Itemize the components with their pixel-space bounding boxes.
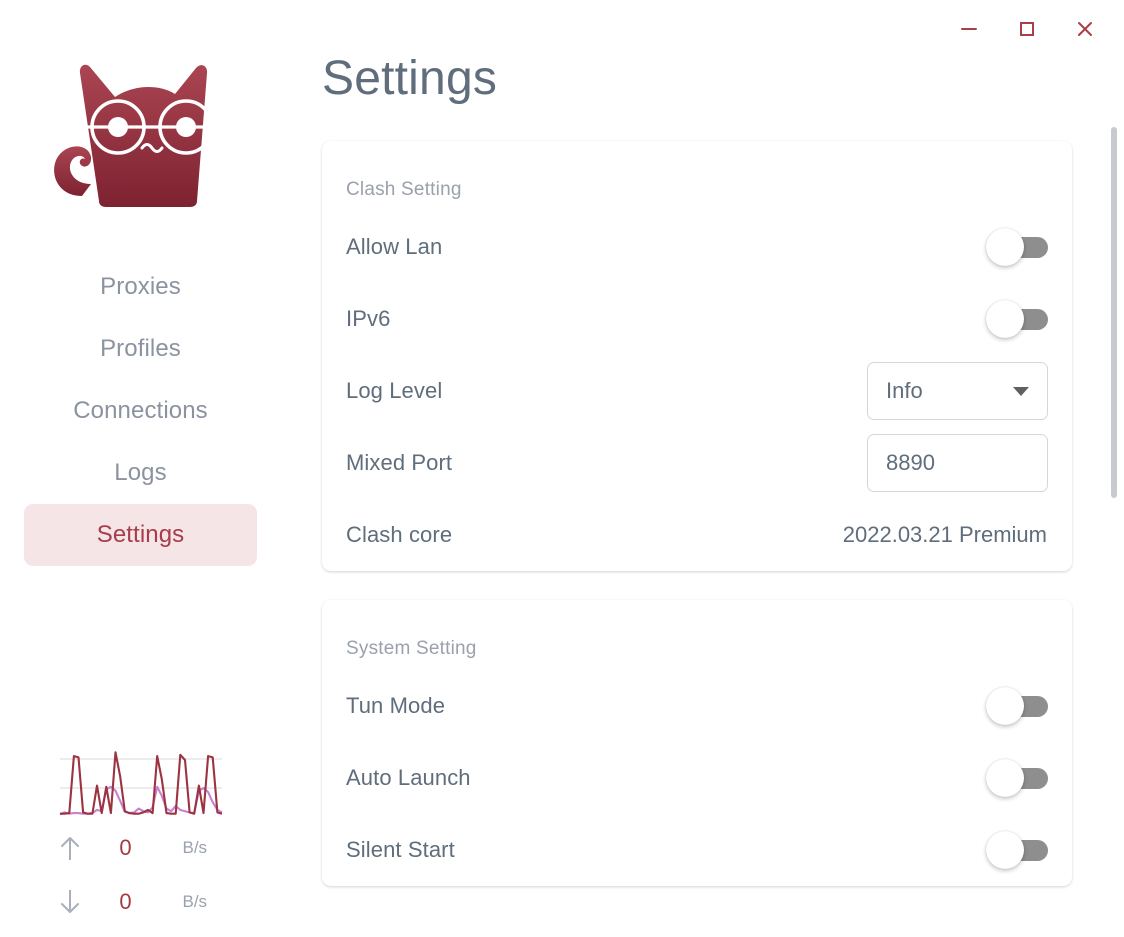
- upload-speed-unit: B/s: [182, 838, 208, 857]
- card-title: System Setting: [346, 638, 477, 659]
- setting-label: Silent Start: [346, 837, 455, 862]
- sidebar-item-label: Settings: [96, 521, 185, 548]
- setting-row-silent-start: Silent Start: [346, 814, 1048, 886]
- sidebar-item-logs[interactable]: Logs: [24, 442, 257, 504]
- setting-row-ipv6: IPv6: [346, 283, 1048, 355]
- settings-cards: Clash Setting Allow Lan IPv6: [322, 141, 1124, 886]
- close-button[interactable]: [1056, 9, 1114, 49]
- vertical-scrollbar-thumb[interactable]: [1111, 127, 1117, 498]
- setting-label: Log Level: [346, 378, 443, 403]
- main-content: Settings Clash Setting Allow Lan IPv6: [281, 0, 1124, 937]
- setting-row-allow-lan: Allow Lan: [346, 211, 1048, 283]
- upload-stat-row: 0 B/s: [51, 821, 231, 875]
- sidebar: Proxies Profiles Connections Logs Settin…: [0, 0, 281, 937]
- sidebar-item-profiles[interactable]: Profiles: [24, 318, 257, 380]
- auto-launch-toggle[interactable]: [986, 759, 1048, 797]
- setting-label: Allow Lan: [346, 234, 443, 259]
- cat-logo-icon: [36, 21, 246, 226]
- sidebar-item-label: Profiles: [100, 335, 181, 362]
- allow-lan-toggle[interactable]: [986, 228, 1048, 266]
- setting-row-auto-launch: Auto Launch: [346, 742, 1048, 814]
- sidebar-item-label: Connections: [73, 397, 208, 424]
- setting-label: Auto Launch: [346, 765, 471, 790]
- sidebar-nav: Proxies Profiles Connections Logs Settin…: [24, 256, 257, 566]
- ipv6-toggle[interactable]: [986, 300, 1048, 338]
- setting-row-log-level: Log Level Info: [346, 355, 1048, 427]
- toggle-knob: [986, 759, 1024, 797]
- close-icon: [1073, 17, 1097, 41]
- toggle-knob: [986, 687, 1024, 725]
- toggle-knob: [986, 300, 1024, 338]
- toggle-knob: [986, 831, 1024, 869]
- download-stat-row: 0 B/s: [51, 875, 231, 929]
- sidebar-item-connections[interactable]: Connections: [24, 380, 257, 442]
- titlebar: [0, 0, 1124, 58]
- sidebar-item-proxies[interactable]: Proxies: [24, 256, 257, 318]
- log-level-select[interactable]: Info: [867, 362, 1048, 420]
- arrow-up-icon: [53, 833, 87, 863]
- tun-mode-toggle[interactable]: [986, 687, 1048, 725]
- setting-label: Mixed Port: [346, 450, 453, 475]
- download-speed-value: 0: [119, 889, 132, 914]
- upload-speed-value: 0: [119, 835, 132, 860]
- maximize-button[interactable]: [998, 9, 1056, 49]
- system-setting-card: System Setting Tun Mode Auto Launch: [322, 600, 1072, 886]
- setting-row-mixed-port: Mixed Port: [346, 427, 1048, 499]
- window-controls: [940, 9, 1114, 49]
- setting-label: Tun Mode: [346, 693, 446, 718]
- toggle-knob: [986, 228, 1024, 266]
- chevron-down-icon: [1013, 386, 1029, 396]
- silent-start-toggle[interactable]: [986, 831, 1048, 869]
- traffic-chart: [56, 745, 226, 821]
- setting-label: Clash core: [346, 522, 453, 547]
- maximize-icon: [1016, 18, 1038, 40]
- sidebar-item-label: Proxies: [100, 273, 181, 300]
- app-logo: [36, 18, 246, 228]
- traffic-widget: 0 B/s 0 B/s: [0, 745, 281, 929]
- minimize-icon: [958, 18, 980, 40]
- log-level-value: Info: [886, 378, 923, 403]
- setting-row-tun-mode: Tun Mode: [346, 670, 1048, 742]
- setting-label: IPv6: [346, 306, 391, 331]
- clash-core-version: 2022.03.21 Premium: [842, 522, 1047, 547]
- vertical-scrollbar-track[interactable]: [1108, 0, 1120, 937]
- setting-row-clash-core: Clash core 2022.03.21 Premium: [346, 499, 1048, 571]
- arrow-down-icon: [53, 887, 87, 917]
- mixed-port-input[interactable]: [867, 434, 1048, 492]
- minimize-button[interactable]: [940, 9, 998, 49]
- page-title: Settings: [322, 52, 498, 105]
- sidebar-item-label: Logs: [114, 459, 167, 486]
- card-title: Clash Setting: [346, 179, 462, 200]
- clash-setting-card: Clash Setting Allow Lan IPv6: [322, 141, 1072, 571]
- download-speed-unit: B/s: [182, 892, 208, 911]
- sidebar-item-settings[interactable]: Settings: [24, 504, 257, 566]
